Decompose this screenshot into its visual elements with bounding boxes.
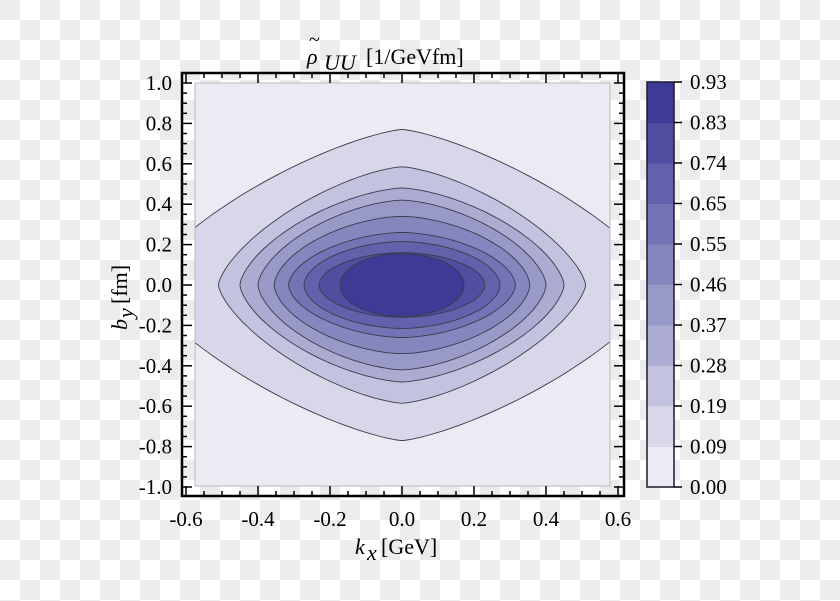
x-axis-tick-labels: -0.6 -0.4 -0.2 0.0 0.2 0.4 0.6 xyxy=(169,507,631,531)
x-tick-label: 0.4 xyxy=(533,507,560,531)
chart-title: ρ ~ UU [1/GeVfm] xyxy=(306,29,464,75)
ylabel-symbol: b xyxy=(107,319,132,330)
colorbar-tick-label: 0.28 xyxy=(690,354,727,378)
ylabel-subscript: y xyxy=(113,308,138,320)
colorbar-segment xyxy=(647,82,674,123)
colorbar-tick-label: 0.55 xyxy=(690,232,727,256)
y-tick-label: 0.8 xyxy=(146,111,172,135)
title-symbol: ρ xyxy=(306,44,318,69)
colorbar-tick-label: 0.37 xyxy=(690,313,727,337)
colorbar-segment xyxy=(647,325,674,366)
xlabel-symbol: k xyxy=(355,534,366,559)
colorbar-tick-label: 0.65 xyxy=(690,192,727,216)
y-tick-label: -0.6 xyxy=(139,394,172,418)
y-axis-label: b y [fm] xyxy=(107,265,138,330)
xlabel-unit: [GeV] xyxy=(381,534,437,559)
colorbar-segment xyxy=(647,365,674,407)
title-subscript: UU xyxy=(324,50,358,75)
y-tick-label: -1.0 xyxy=(139,475,172,499)
colorbar-segment xyxy=(647,284,674,326)
plot-area xyxy=(195,83,610,486)
x-axis-label: k x [GeV] xyxy=(355,534,437,565)
colorbar-segment xyxy=(647,163,674,204)
colorbar-tick-label: 0.00 xyxy=(690,475,727,499)
colorbar-tick-label: 0.09 xyxy=(690,435,727,459)
xlabel-subscript: x xyxy=(366,540,377,565)
y-axis-tick-labels: 1.0 0.8 0.6 0.4 0.2 0.0 -0.2 -0.4 -0.6 -0.8 -1.0 xyxy=(139,71,173,499)
colorbar-segment xyxy=(647,406,674,447)
title-tilde: ~ xyxy=(309,29,320,51)
colorbar-segment xyxy=(647,203,674,245)
x-tick-label: -0.6 xyxy=(169,507,202,531)
y-tick-label: 0.6 xyxy=(146,152,172,176)
contour-levels xyxy=(195,129,610,441)
x-tick-label: -0.4 xyxy=(241,507,275,531)
y-tick-label: 0.0 xyxy=(146,273,172,297)
y-tick-label: 0.2 xyxy=(146,233,172,257)
y-tick-label: -0.8 xyxy=(139,435,172,459)
colorbar-tick-label: 0.83 xyxy=(690,111,727,135)
x-tick-label: -0.2 xyxy=(313,507,346,531)
y-axis-ticks xyxy=(182,82,624,488)
colorbar-segment xyxy=(647,122,674,164)
y-tick-label: -0.4 xyxy=(139,354,173,378)
colorbar-ticks: 0.00 0.09 0.19 0.28 0.37 0.46 0.55 0.65 0.74 0.83… xyxy=(674,70,727,499)
colorbar-segment xyxy=(647,244,674,285)
colorbar-tick-label: 0.93 xyxy=(690,70,727,94)
colorbar-segment xyxy=(647,446,674,488)
x-tick-label: 0.2 xyxy=(461,507,487,531)
y-tick-label: 0.4 xyxy=(146,192,173,216)
colorbar xyxy=(647,82,674,488)
x-tick-label: 0.6 xyxy=(605,507,631,531)
x-tick-label: 0.0 xyxy=(389,507,415,531)
colorbar-tick-label: 0.19 xyxy=(690,394,727,418)
contour-level-0.83 xyxy=(339,253,465,317)
colorbar-tick-label: 0.74 xyxy=(690,151,727,175)
colorbar-tick-label: 0.46 xyxy=(690,273,727,297)
y-tick-label: -0.2 xyxy=(139,313,172,337)
y-tick-label: 1.0 xyxy=(146,71,172,95)
title-unit: [1/GeVfm] xyxy=(366,44,464,69)
ylabel-unit: [fm] xyxy=(107,265,132,304)
